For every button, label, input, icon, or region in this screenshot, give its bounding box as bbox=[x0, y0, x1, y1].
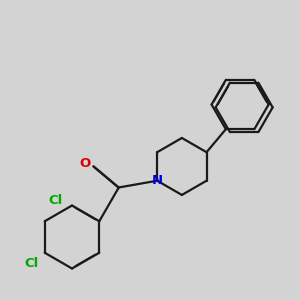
Text: N: N bbox=[152, 174, 163, 187]
Text: O: O bbox=[79, 157, 90, 170]
Text: Cl: Cl bbox=[48, 194, 63, 208]
Text: Cl: Cl bbox=[24, 257, 38, 270]
